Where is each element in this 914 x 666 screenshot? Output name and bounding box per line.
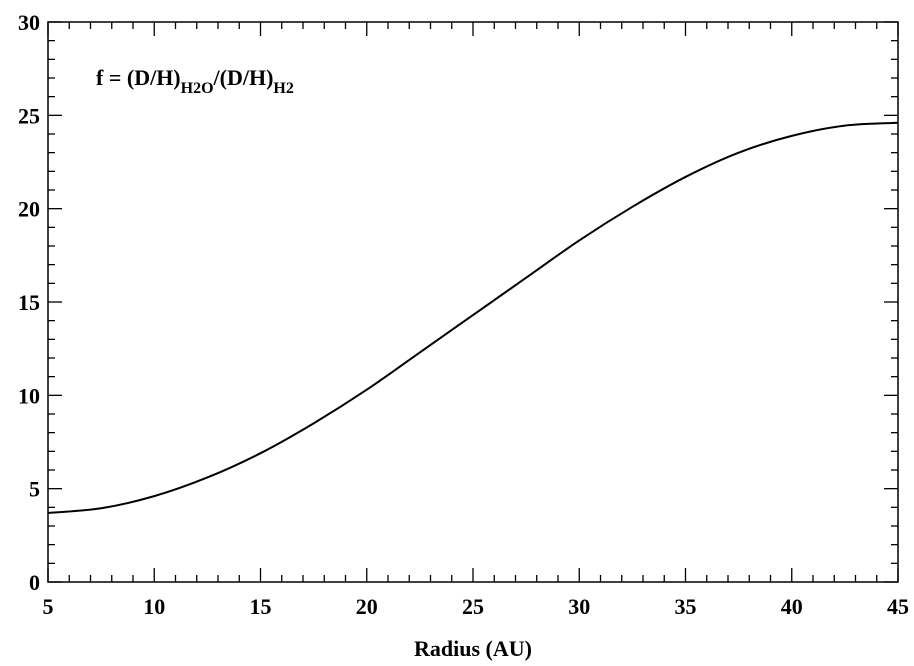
x-tick-label: 40 [781,594,803,619]
x-tick-label: 5 [43,594,54,619]
y-tick-label: 30 [18,10,40,35]
y-tick-label: 25 [18,103,40,128]
x-tick-label: 45 [887,594,909,619]
x-axis-label: Radius (AU) [414,636,532,661]
tick-marks [47,21,899,583]
x-tick-label: 30 [568,594,590,619]
annotation-mid: /(D/H) [213,65,274,90]
x-tick-label: 10 [143,594,165,619]
annotation-main: f = (D/H) [96,65,181,90]
formula-annotation: f = (D/H)H2O/(D/H)H2 [96,65,294,97]
y-tick-label: 5 [29,477,40,502]
x-tick-label: 25 [462,594,484,619]
plot-frame [47,21,899,583]
x-tick-label: 15 [250,594,272,619]
annotation-sub2: H2 [273,80,293,97]
y-tick-label: 20 [18,197,40,222]
x-tick-label: 20 [356,594,378,619]
annotation-sub1: H2O [181,80,214,97]
y-tick-label: 10 [18,383,40,408]
y-tick-label: 15 [18,290,40,315]
y-tick-label: 0 [29,570,40,595]
x-tick-label: 35 [675,594,697,619]
series-line [47,121,899,514]
